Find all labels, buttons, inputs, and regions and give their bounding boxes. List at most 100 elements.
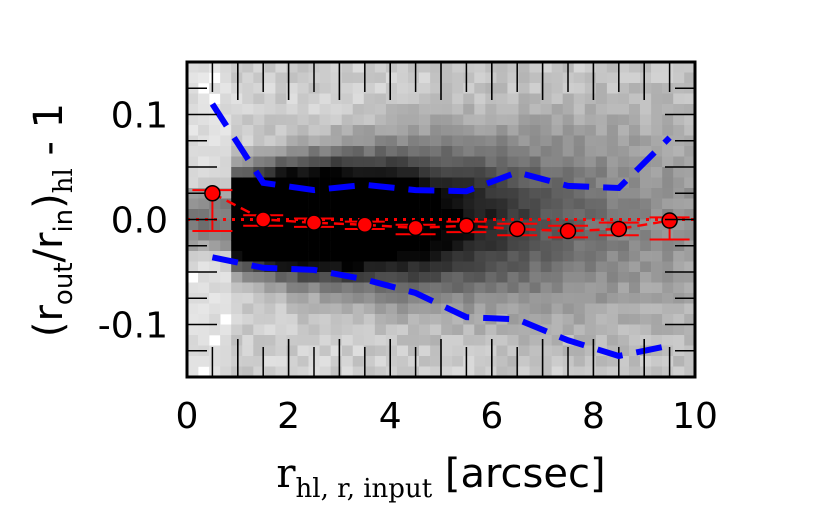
heatmap-cell xyxy=(662,272,674,283)
heatmap-cell xyxy=(408,293,420,304)
heatmap-cell xyxy=(198,303,210,315)
heatmap-cell xyxy=(341,251,354,262)
heatmap-cell xyxy=(606,83,619,94)
heatmap-cell xyxy=(474,156,486,168)
heatmap-cell xyxy=(385,114,398,126)
heatmap-cell xyxy=(540,83,552,94)
heatmap-cell xyxy=(540,272,552,283)
heatmap-cell xyxy=(496,293,508,304)
heatmap-cell xyxy=(220,303,232,315)
heatmap-cell xyxy=(275,272,287,283)
heatmap-cell xyxy=(595,198,608,210)
heatmap-cell xyxy=(374,135,387,147)
heatmap-cell xyxy=(629,188,641,199)
heatmap-cell xyxy=(231,188,243,199)
y-axis-label-close: ) xyxy=(26,193,72,209)
heatmap-cell xyxy=(198,198,210,210)
heatmap-cell xyxy=(242,345,254,357)
heatmap-cell xyxy=(496,272,508,283)
heatmap-cell xyxy=(408,125,420,136)
heatmap-cell xyxy=(374,146,387,157)
heatmap-cell xyxy=(419,366,431,377)
heatmap-cell xyxy=(551,104,563,115)
heatmap-cell xyxy=(330,188,342,199)
heatmap-cell xyxy=(363,188,376,199)
heatmap-cell xyxy=(242,188,254,199)
heatmap-cell xyxy=(441,114,453,126)
heatmap-cell xyxy=(496,188,508,199)
heatmap-cell xyxy=(253,272,265,283)
heatmap-cell xyxy=(673,261,685,273)
heatmap-cell xyxy=(562,209,575,220)
heatmap-cell xyxy=(452,72,464,84)
heatmap-cell xyxy=(242,104,254,115)
heatmap-cell xyxy=(496,125,508,136)
heatmap-cell xyxy=(275,62,287,73)
x-tick-label: 6 xyxy=(480,396,503,437)
heatmap-cell xyxy=(319,156,331,168)
heatmap-cell xyxy=(629,93,641,105)
heatmap-cell xyxy=(684,93,695,105)
heatmap-cell xyxy=(651,303,663,315)
heatmap-cell xyxy=(629,198,641,210)
heatmap-cell xyxy=(275,314,287,325)
heatmap-cell xyxy=(629,114,641,126)
heatmap-cell xyxy=(363,198,376,210)
heatmap-cell xyxy=(684,335,695,346)
heatmap-cell xyxy=(187,114,199,126)
heatmap-cell xyxy=(606,125,619,136)
heatmap-cell xyxy=(374,282,387,294)
heatmap-cell xyxy=(518,240,530,252)
heatmap-cell xyxy=(551,156,563,168)
heatmap-cell xyxy=(551,282,563,294)
heatmap-cell xyxy=(231,114,243,126)
heatmap-cell xyxy=(209,356,221,367)
heatmap-cell xyxy=(275,83,287,94)
heatmap-cell xyxy=(253,314,265,325)
heatmap-cell xyxy=(242,335,254,346)
heatmap-cell xyxy=(529,125,541,136)
heatmap-cell xyxy=(651,335,663,346)
heatmap-cell xyxy=(385,219,398,231)
heatmap-cell xyxy=(209,135,221,147)
heatmap-cell xyxy=(640,177,652,189)
heatmap-cell xyxy=(341,146,354,157)
heatmap-cell xyxy=(673,314,685,325)
heatmap-cell xyxy=(452,324,464,336)
heatmap-cell xyxy=(617,209,630,220)
heatmap-cell xyxy=(198,314,210,325)
heatmap-cell xyxy=(264,345,276,357)
heatmap-cell xyxy=(551,345,563,357)
heatmap-cell xyxy=(396,272,409,283)
heatmap-cell xyxy=(231,72,243,84)
heatmap-cell xyxy=(496,93,508,105)
heatmap-cell xyxy=(507,366,519,377)
heatmap-cell xyxy=(629,125,641,136)
heatmap-cell xyxy=(584,303,597,315)
heatmap-cell xyxy=(518,303,530,315)
heatmap-cell xyxy=(297,366,309,377)
heatmap-cell xyxy=(385,240,398,252)
heatmap-cell xyxy=(595,114,608,126)
heatmap-cell xyxy=(518,125,530,136)
heatmap-cell xyxy=(518,167,530,178)
heatmap-cell xyxy=(330,335,342,346)
heatmap-cell xyxy=(419,251,431,262)
heatmap-cell xyxy=(640,72,652,84)
heatmap-cell xyxy=(319,303,331,315)
heatmap-cell xyxy=(231,303,243,315)
heatmap-cell xyxy=(220,167,232,178)
heatmap-cell xyxy=(441,167,453,178)
heatmap-cell xyxy=(220,72,232,84)
heatmap-cell xyxy=(540,93,552,105)
heatmap-cell xyxy=(286,293,298,304)
heatmap-cell xyxy=(385,72,398,84)
heatmap-cell xyxy=(374,125,387,136)
heatmap-cell xyxy=(518,345,530,357)
heatmap-cell xyxy=(396,125,409,136)
heatmap-cell xyxy=(330,282,342,294)
heatmap-cell xyxy=(662,72,674,84)
heatmap-cell xyxy=(385,125,398,136)
heatmap-cell xyxy=(341,125,354,136)
heatmap-cell xyxy=(297,219,309,231)
